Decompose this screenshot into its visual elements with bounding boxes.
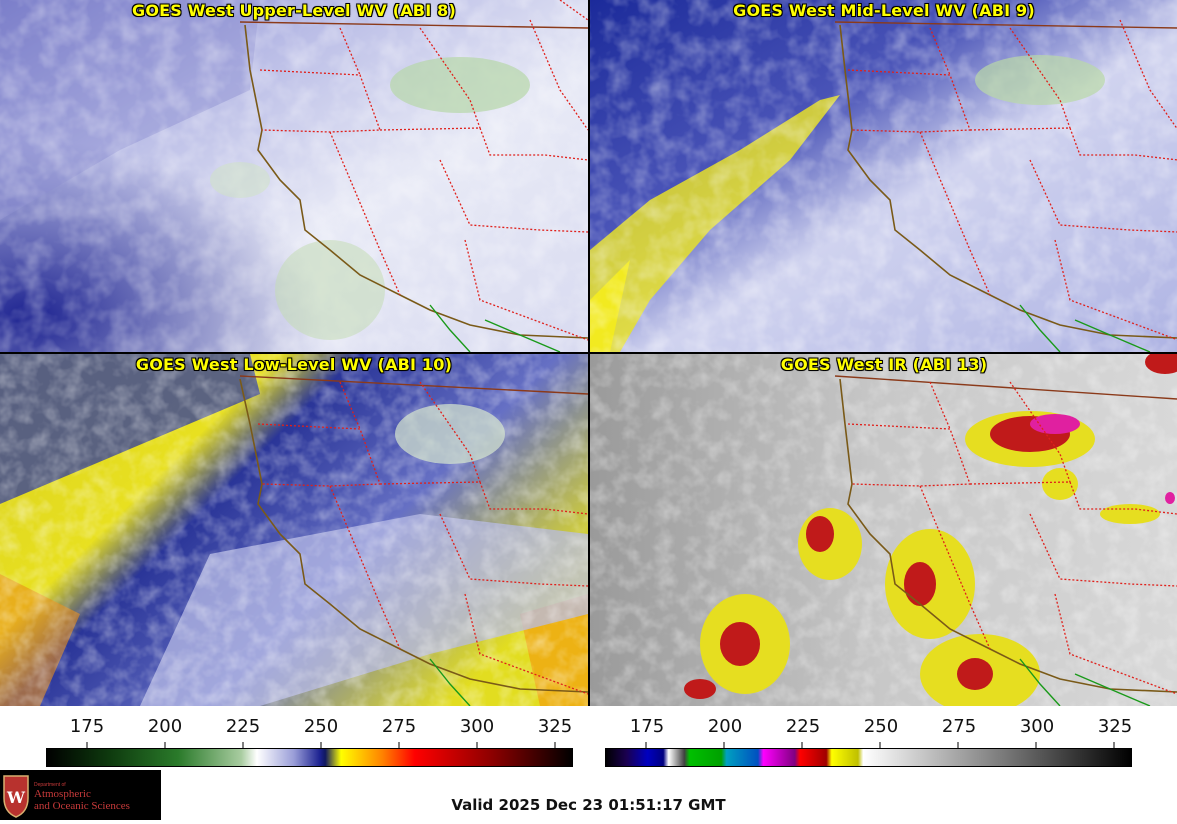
low-level-wv-image bbox=[0, 354, 588, 706]
panel-title: GOES West IR (ABI 13) bbox=[780, 355, 988, 374]
valid-time: Valid 2025 Dec 23 01:51:17 GMT bbox=[451, 796, 726, 814]
panel-title: GOES West Mid-Level WV (ABI 9) bbox=[733, 1, 1035, 20]
panel-low-level-wv: GOES West Low-Level WV (ABI 10) bbox=[0, 354, 588, 706]
svg-text:W: W bbox=[6, 788, 26, 807]
ir-colorbar-strip bbox=[605, 742, 1132, 767]
upper-level-wv-image bbox=[0, 0, 588, 352]
ir-tick-label: 225 bbox=[785, 716, 821, 737]
wv-tick-label: 200 bbox=[147, 716, 183, 737]
panel-ir: GOES West IR (ABI 13) bbox=[590, 354, 1177, 706]
ir-tick-label: 175 bbox=[629, 716, 665, 737]
ir-tick-label: 250 bbox=[863, 716, 899, 737]
logo-line-2: and Oceanic Sciences bbox=[34, 800, 130, 812]
ir-tick-label: 325 bbox=[1097, 716, 1133, 737]
ir-tick-label: 300 bbox=[1019, 716, 1055, 737]
wv-tick-label: 250 bbox=[303, 716, 339, 737]
wv-tick-label: 225 bbox=[225, 716, 261, 737]
wv-tick-label: 275 bbox=[381, 716, 417, 737]
wv-tick-label: 325 bbox=[537, 716, 573, 737]
wv-tick-label: 300 bbox=[459, 716, 495, 737]
panel-title: GOES West Upper-Level WV (ABI 8) bbox=[132, 1, 456, 20]
uw-crest-icon: W Department of Atmospheric and Oceanic … bbox=[3, 775, 130, 818]
aos-logo: W Department of Atmospheric and Oceanic … bbox=[0, 770, 161, 820]
ir-tick-label: 200 bbox=[707, 716, 743, 737]
ir-tick-label: 275 bbox=[941, 716, 977, 737]
ir-image bbox=[590, 354, 1177, 706]
panel-mid-level-wv: GOES West Mid-Level WV (ABI 9) bbox=[590, 0, 1177, 352]
panel-title: GOES West Low-Level WV (ABI 10) bbox=[135, 355, 453, 374]
panel-upper-level-wv: GOES West Upper-Level WV (ABI 8) bbox=[0, 0, 588, 352]
wv-colorbar-strip bbox=[46, 742, 573, 767]
mid-level-wv-image bbox=[590, 0, 1177, 352]
panel-divider-horizontal bbox=[0, 352, 1177, 354]
logo-line-1: Atmospheric bbox=[34, 788, 91, 800]
wv-tick-label: 175 bbox=[69, 716, 105, 737]
logo-dept-text: Department of bbox=[34, 782, 66, 788]
